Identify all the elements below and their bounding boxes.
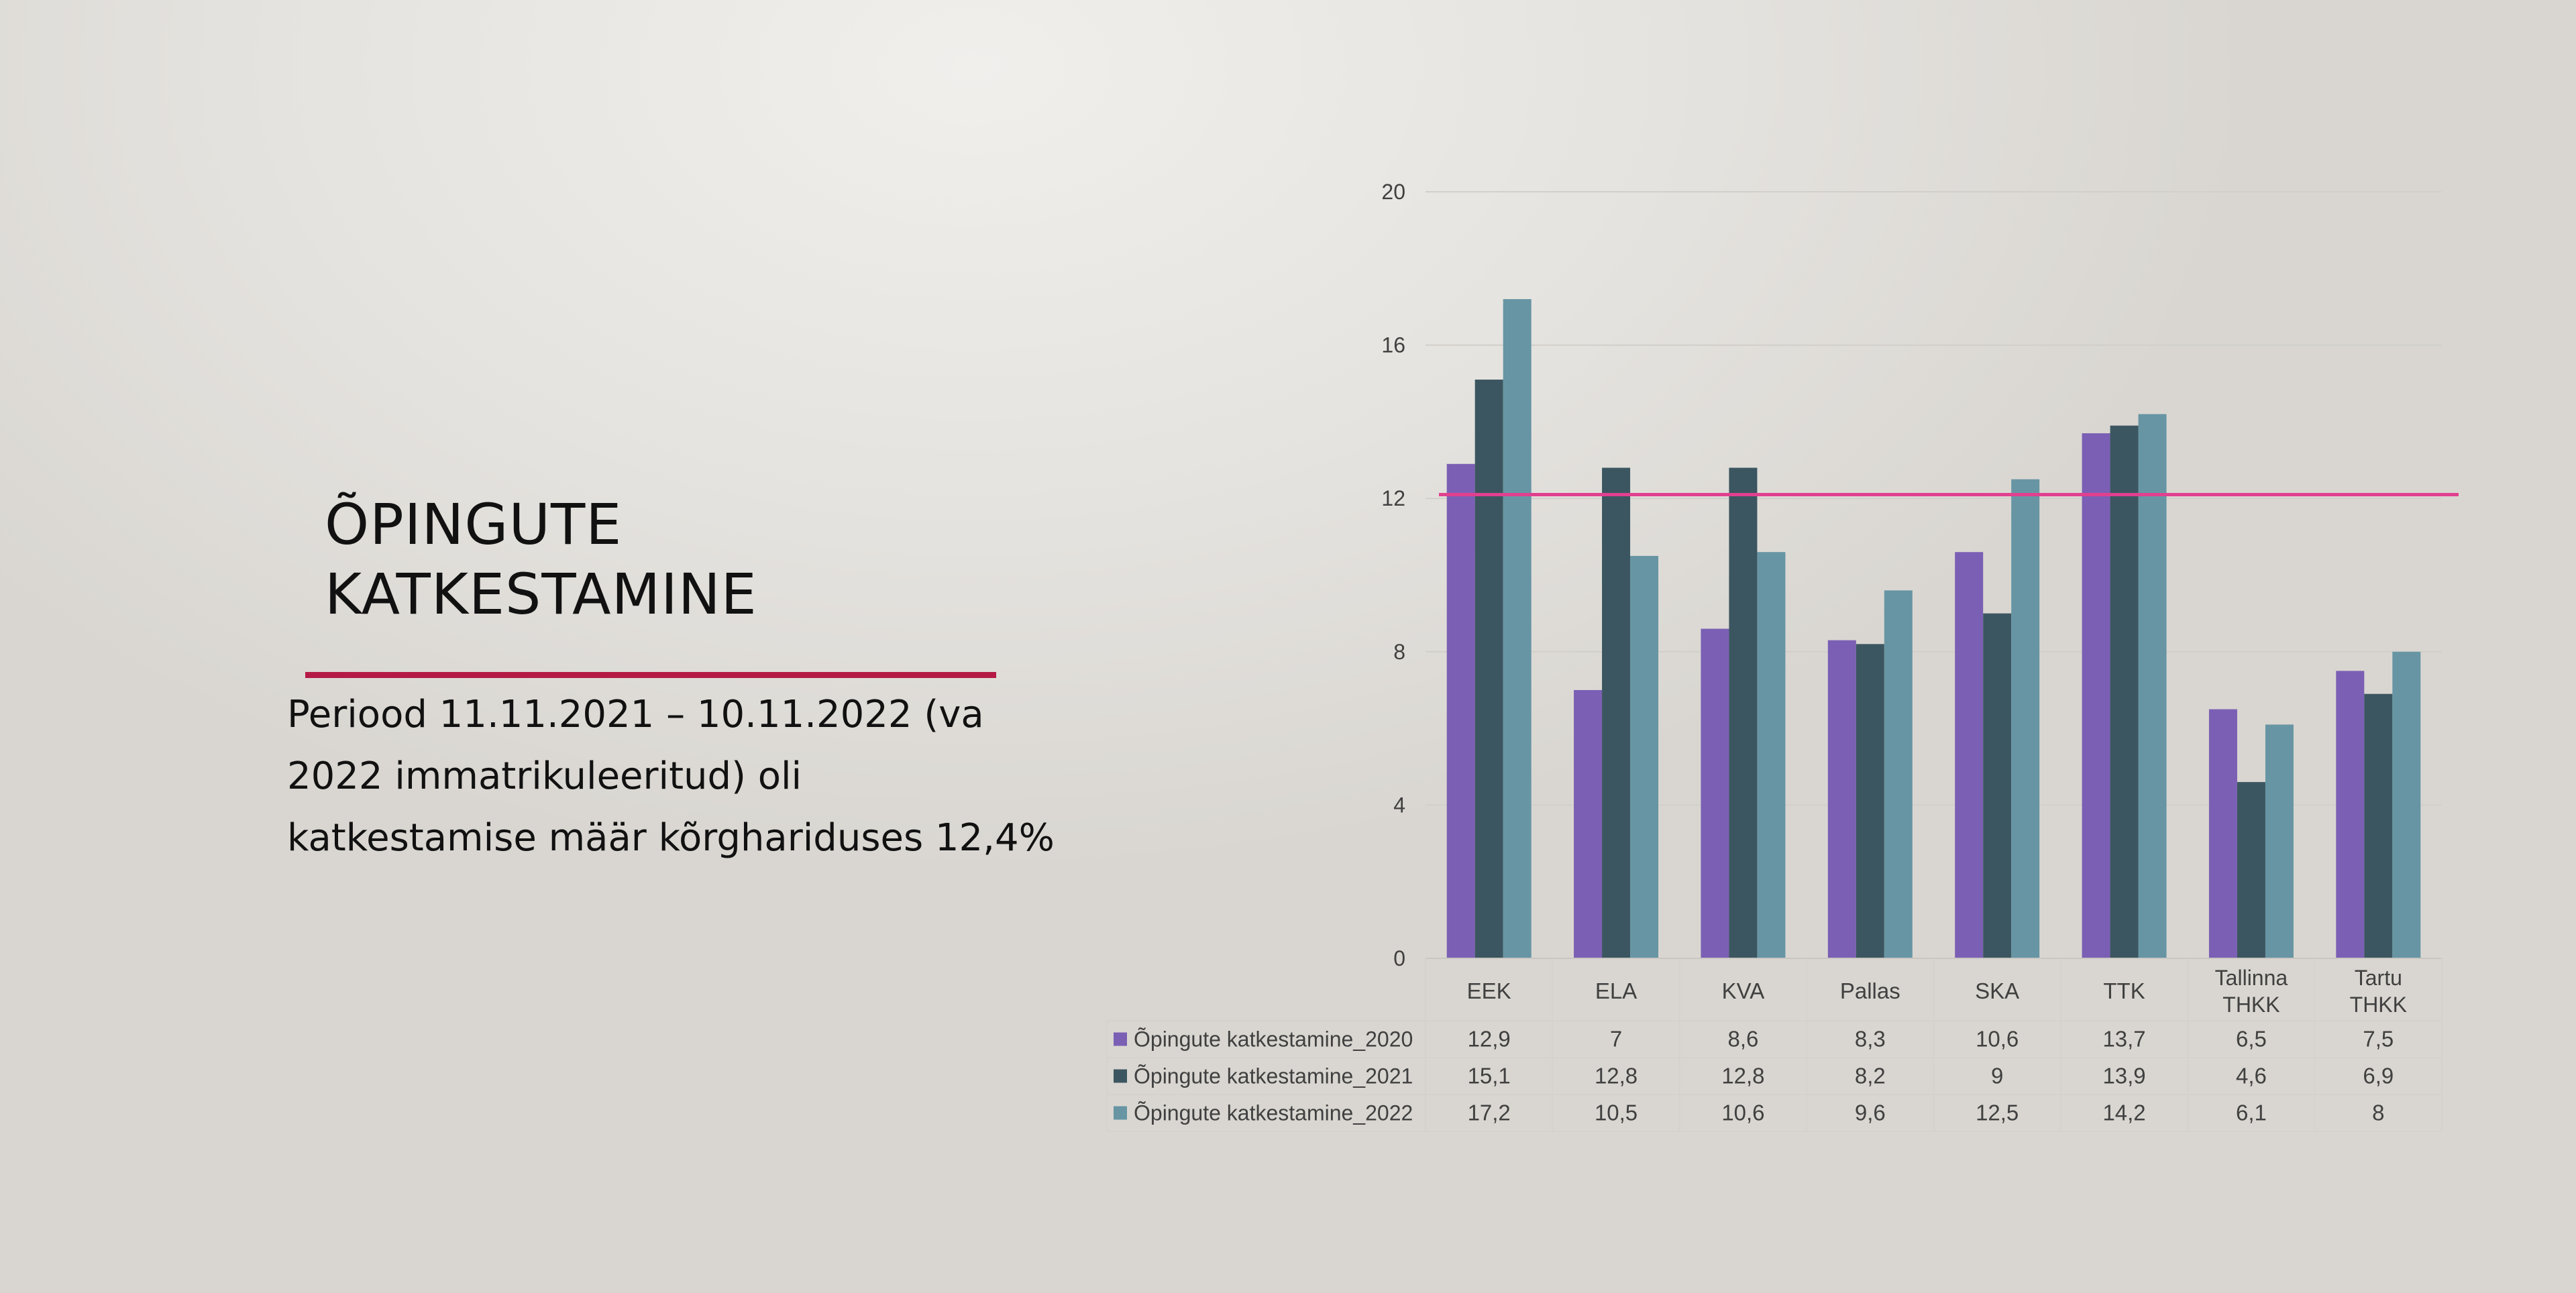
y-tick-label: 8 (1393, 640, 1405, 664)
x-tick-label: EEK (1467, 978, 1511, 1003)
data-label: 8,2 (1855, 1064, 1886, 1088)
data-label: 6,5 (2236, 1027, 2267, 1052)
title-underline (305, 672, 996, 678)
bar-2 (1856, 644, 1884, 958)
slide-title: ÕPINGUTE KATKESTAMINE (325, 490, 1029, 629)
bar-3 (2265, 724, 2294, 958)
data-label: 8 (2372, 1101, 2384, 1125)
bar-1 (1955, 552, 1984, 958)
legend-label: Õpingute katkestamine_2021 (1134, 1064, 1413, 1088)
bar-2 (1729, 467, 1758, 958)
bar-1 (1701, 628, 1729, 958)
data-label: 12,5 (1976, 1101, 2019, 1125)
data-label: 9,6 (1855, 1101, 1886, 1125)
x-tick-label: Tartu (2355, 966, 2402, 990)
data-label: 6,1 (2236, 1101, 2267, 1125)
y-tick-label: 0 (1393, 946, 1405, 970)
bar-3 (1630, 555, 1659, 958)
legend-label: Õpingute katkestamine_2022 (1134, 1101, 1413, 1125)
bar-3 (2138, 414, 2167, 958)
data-label: 10,6 (1721, 1101, 1764, 1125)
bar-3 (2011, 479, 2040, 958)
data-label: 12,8 (1721, 1064, 1764, 1088)
bar-1 (2082, 433, 2110, 958)
data-label: 8,3 (1855, 1027, 1886, 1052)
y-tick-label: 16 (1381, 333, 1405, 357)
slide-title-line-1: ÕPINGUTE (325, 492, 623, 557)
data-label: 7 (1610, 1027, 1622, 1052)
x-tick-label: Pallas (1840, 978, 1900, 1003)
bar-3 (1757, 552, 1786, 958)
legend-key (1114, 1106, 1127, 1120)
bar-3 (1503, 299, 1532, 958)
data-label: 12,9 (1468, 1027, 1511, 1052)
bar-1 (1827, 640, 1856, 958)
bar-2 (2110, 425, 2139, 958)
x-tick-label: KVA (1722, 978, 1765, 1003)
bar-2 (1602, 467, 1631, 958)
data-label: 17,2 (1468, 1101, 1511, 1125)
y-tick-label: 4 (1393, 793, 1405, 817)
data-label: 10,6 (1976, 1027, 2019, 1052)
data-label: 8,6 (1728, 1027, 1759, 1052)
data-label: 7,5 (2363, 1027, 2394, 1052)
data-label: 15,1 (1468, 1064, 1511, 1088)
data-label: 6,9 (2363, 1064, 2394, 1088)
data-label: 13,9 (2102, 1064, 2145, 1088)
y-tick-label: 20 (1381, 180, 1405, 204)
bar-2 (2364, 693, 2393, 958)
data-label: 13,7 (2102, 1027, 2145, 1052)
legend-label: Õpingute katkestamine_2020 (1134, 1027, 1413, 1052)
bar-3 (1884, 590, 1913, 958)
slide-body-text: Periood 11.11.2021 – 10.11.2022 (va 2022… (287, 693, 1055, 860)
bar-2 (2237, 782, 2265, 958)
x-tick-label: ELA (1595, 978, 1637, 1003)
slide-title-line-2: KATKESTAMINE (325, 561, 757, 627)
x-tick-label: THKK (2222, 993, 2279, 1017)
x-tick-label: TTK (2103, 978, 2145, 1003)
bar-1 (1574, 689, 1603, 958)
bar-1 (2208, 709, 2237, 958)
data-label: 14,2 (2102, 1101, 2145, 1125)
x-tick-label: Tallinna (2215, 966, 2288, 990)
legend-key (1114, 1032, 1127, 1046)
data-label: 12,8 (1595, 1064, 1638, 1088)
bar-3 (2392, 651, 2421, 958)
legend-key (1114, 1069, 1127, 1083)
data-label: 10,5 (1595, 1101, 1638, 1125)
x-tick-label: THKK (2350, 993, 2407, 1017)
bar-2 (1983, 613, 2012, 958)
bar-1 (1446, 463, 1475, 958)
x-tick-label: SKA (1975, 978, 2019, 1003)
bar-1 (2336, 671, 2365, 958)
data-label: 4,6 (2236, 1064, 2267, 1088)
y-tick-label: 12 (1381, 486, 1405, 510)
data-label: 9 (1991, 1064, 2003, 1088)
bar-2 (1474, 380, 1503, 958)
